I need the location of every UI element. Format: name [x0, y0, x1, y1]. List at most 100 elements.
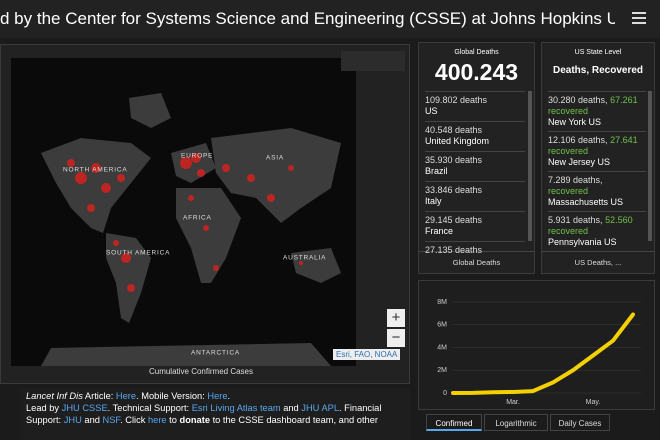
text: and — [81, 415, 103, 425]
link[interactable]: Esri Living Atlas team — [191, 403, 281, 413]
text: Support: — [26, 415, 64, 425]
list-item[interactable]: 29.145 deaths France — [425, 211, 525, 241]
info-line: Support: JHU and NSF. Click here to dona… — [26, 414, 404, 426]
tab[interactable]: Logarithmic — [484, 414, 548, 431]
map-label: AFRICA — [183, 215, 212, 222]
land — [41, 93, 341, 366]
link[interactable]: JHU APL — [301, 403, 340, 413]
line — [451, 312, 635, 395]
deaths: 33.846 deaths — [425, 185, 483, 195]
place: New York US — [548, 117, 602, 127]
zoom-out[interactable]: − — [387, 329, 405, 347]
panel-title: Global Deaths — [454, 49, 499, 56]
list-item[interactable]: 35.930 deaths Brazil — [425, 151, 525, 181]
place: Massachusetts US — [548, 197, 624, 207]
map[interactable]: NORTH AMERICA SOUTH AMERICA EUROPE ASIA AFRI… — [11, 58, 356, 366]
deaths: 30.280 deaths, — [548, 95, 608, 105]
total: 400.243 — [434, 59, 519, 85]
map-tools[interactable] — [341, 51, 405, 71]
deaths: 12.106 deaths, — [548, 135, 608, 145]
text: to the CSSE dashboard team, and other — [210, 415, 378, 425]
us-panel: US State Level Deaths, Recovered US Deat… — [541, 42, 655, 274]
x-tick-label: May. — [586, 399, 601, 406]
map-panel: NORTH AMERICA SOUTH AMERICA EUROPE ASIA AFRI… — [0, 44, 410, 384]
x-tick-label: Mar. — [506, 399, 520, 406]
recovered: 52.560 — [605, 215, 633, 225]
text: . — [227, 391, 231, 401]
panel-footer[interactable]: Global Deaths — [419, 251, 534, 274]
deaths: 29.145 deaths — [425, 215, 483, 225]
list-item[interactable]: 12.106 deaths, 27.641 recovered New Jersey… — [548, 131, 646, 171]
recovered-label: recovered — [548, 146, 589, 156]
link[interactable]: Here — [207, 391, 228, 401]
y-tick-label: 2M — [437, 367, 447, 374]
deaths: 5.931 deaths, — [548, 215, 603, 225]
list-item[interactable]: 7.289 deaths, recovered Massachusetts US — [548, 171, 646, 211]
deaths: 109.802 deaths — [425, 95, 488, 105]
scrollbar[interactable] — [528, 91, 532, 241]
title: d by the Center for Systems Science and … — [0, 9, 615, 28]
place: Italy — [425, 196, 442, 206]
deaths: 7.289 deaths, — [548, 175, 603, 185]
list-item[interactable]: 27.135 deaths — [425, 241, 525, 271]
recovered-label: recovered — [548, 106, 589, 116]
text: Lancet Inf Dis — [26, 391, 83, 401]
text: . Technical Support: — [107, 403, 192, 413]
list-item[interactable]: 33.846 deaths Italy — [425, 181, 525, 211]
text: Lead by — [26, 403, 62, 413]
zoom-in[interactable]: + — [387, 309, 405, 327]
tab[interactable]: Confirmed — [426, 414, 482, 431]
line: 5.931 deaths, 52.560 — [548, 215, 646, 226]
attribution: Esri, FAO, NOAA — [333, 349, 401, 360]
recovered-label: recovered — [548, 186, 589, 196]
link[interactable]: JHU CSSE — [61, 403, 108, 413]
recovered: 67.261 — [610, 95, 638, 105]
y-tick-label: 8M — [437, 299, 447, 306]
list-item[interactable]: 40.548 deaths United Kingdom — [425, 121, 525, 151]
y-tick-label: 6M — [437, 322, 447, 329]
panel-title: US State Level — [574, 49, 622, 56]
info-panel: Lancet Inf Dis Article: Here. Mobile Ver… — [20, 388, 410, 440]
link[interactable]: here — [147, 415, 167, 425]
place: Pennsylvania US — [548, 237, 617, 247]
map-caption: Cumulative Confirmed Cases — [148, 367, 254, 376]
list-item[interactable]: 5.931 deaths, 52.560 recovered Pennsylvani… — [548, 211, 646, 251]
panel-footer[interactable]: US Deaths, ... — [542, 251, 654, 274]
map-label: ANTARCTICA — [191, 350, 240, 357]
text: and — [280, 403, 302, 413]
info-line: Lancet Inf Dis Article: Here. Mobile Ver… — [26, 390, 404, 402]
chart: 0 2M 4M 6M 8M Mar. May. — [437, 299, 641, 406]
place: Brazil — [425, 166, 448, 176]
deaths: 35.930 deaths — [425, 155, 483, 165]
place: United Kingdom — [425, 136, 490, 146]
link[interactable]: NSF — [102, 415, 121, 425]
text: . Mobile Version: — [136, 391, 208, 401]
panel-subtitle: Deaths, Recovered — [552, 65, 644, 76]
line: 7.289 deaths, — [548, 175, 646, 186]
line: 12.106 deaths, 27.641 — [548, 135, 646, 146]
global-deaths-panel: Global Deaths 400.243 Global Deaths 109.… — [418, 42, 535, 274]
list-item[interactable]: 109.802 deaths US — [425, 91, 525, 121]
text: . Financial — [339, 403, 382, 413]
text: . Click — [120, 415, 148, 425]
tab[interactable]: Daily Cases — [550, 414, 610, 431]
link[interactable]: Here — [115, 391, 137, 401]
menu-button[interactable] — [632, 12, 646, 24]
link[interactable]: JHU — [63, 415, 82, 425]
scrollbar[interactable] — [648, 91, 652, 241]
map-label: AUSTRALIA — [283, 255, 326, 262]
line: 30.280 deaths, 67.261 — [548, 95, 646, 106]
deaths: 27.135 deaths — [425, 245, 483, 255]
y-tick-label: 0 — [443, 390, 447, 397]
place: New Jersey US — [548, 157, 611, 167]
info-line: Lead by JHU CSSE. Technical Support: Esr… — [26, 402, 404, 414]
recovered: 27.641 — [610, 135, 638, 145]
text: donate — [179, 415, 210, 425]
list-item[interactable]: 30.280 deaths, 67.261 recovered New York U… — [548, 91, 646, 131]
map-label: EUROPE — [181, 153, 213, 160]
chart-panel: 0 2M 4M 6M 8M Mar. May. — [418, 280, 655, 410]
recovered-label: recovered — [548, 226, 589, 236]
text: Article: — [82, 391, 116, 401]
place: France — [425, 226, 454, 236]
